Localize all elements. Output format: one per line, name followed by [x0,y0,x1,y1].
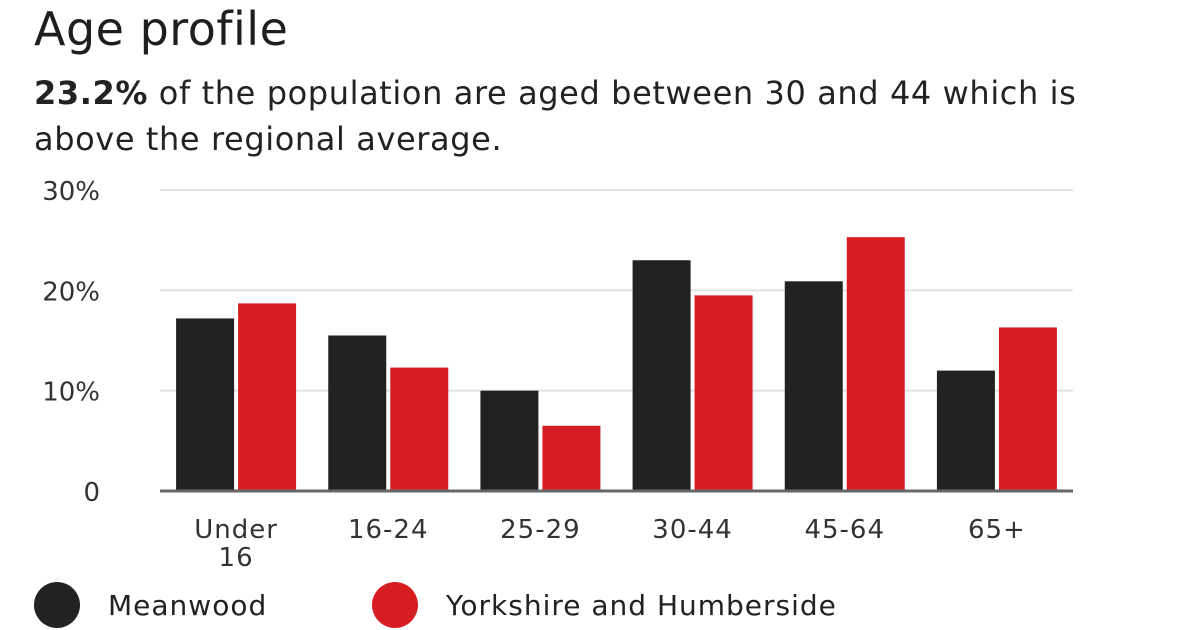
bar-yorkshire [542,425,601,491]
legend-swatch-yorkshire [372,582,418,628]
subtitle-text: of the population are aged between 30 an… [34,74,1077,158]
y-tick-label: 0 [83,478,100,508]
x-tick-label: 65+ [968,515,1026,545]
bar-yorkshire [238,303,297,491]
legend-item-meanwood: Meanwood [34,582,267,628]
bar-meanwood [328,335,387,491]
bar-yorkshire [998,327,1057,491]
chart-title: Age profile [34,2,289,56]
legend-swatch-meanwood [34,582,80,628]
x-tick-label: 45-64 [804,515,885,545]
x-tick-label: 16-24 [348,515,429,545]
y-tick-label: 10% [42,378,100,408]
subtitle-highlight: 23.2% [34,74,149,112]
x-tick-label: 25-29 [500,515,581,545]
bar-yorkshire [390,367,449,491]
y-tick-label: 20% [42,277,100,307]
bar-meanwood [480,390,539,491]
bar-yorkshire [694,295,753,491]
bar-meanwood [784,281,843,491]
x-tick-label: 16 [219,543,254,573]
legend-label-meanwood: Meanwood [108,588,268,622]
legend-label-yorkshire: Yorkshire and Humberside [446,588,837,622]
x-tick-label: 30-44 [652,515,733,545]
bar-yorkshire [846,237,905,491]
bar-meanwood [632,260,691,491]
chart-subtitle: 23.2% of the population are aged between… [34,70,1134,162]
y-tick-label: 30% [42,177,100,207]
bar-meanwood [936,370,995,491]
legend-item-yorkshire: Yorkshire and Humberside [372,582,837,628]
bar-meanwood [176,318,235,491]
x-tick-label: Under [194,515,278,545]
